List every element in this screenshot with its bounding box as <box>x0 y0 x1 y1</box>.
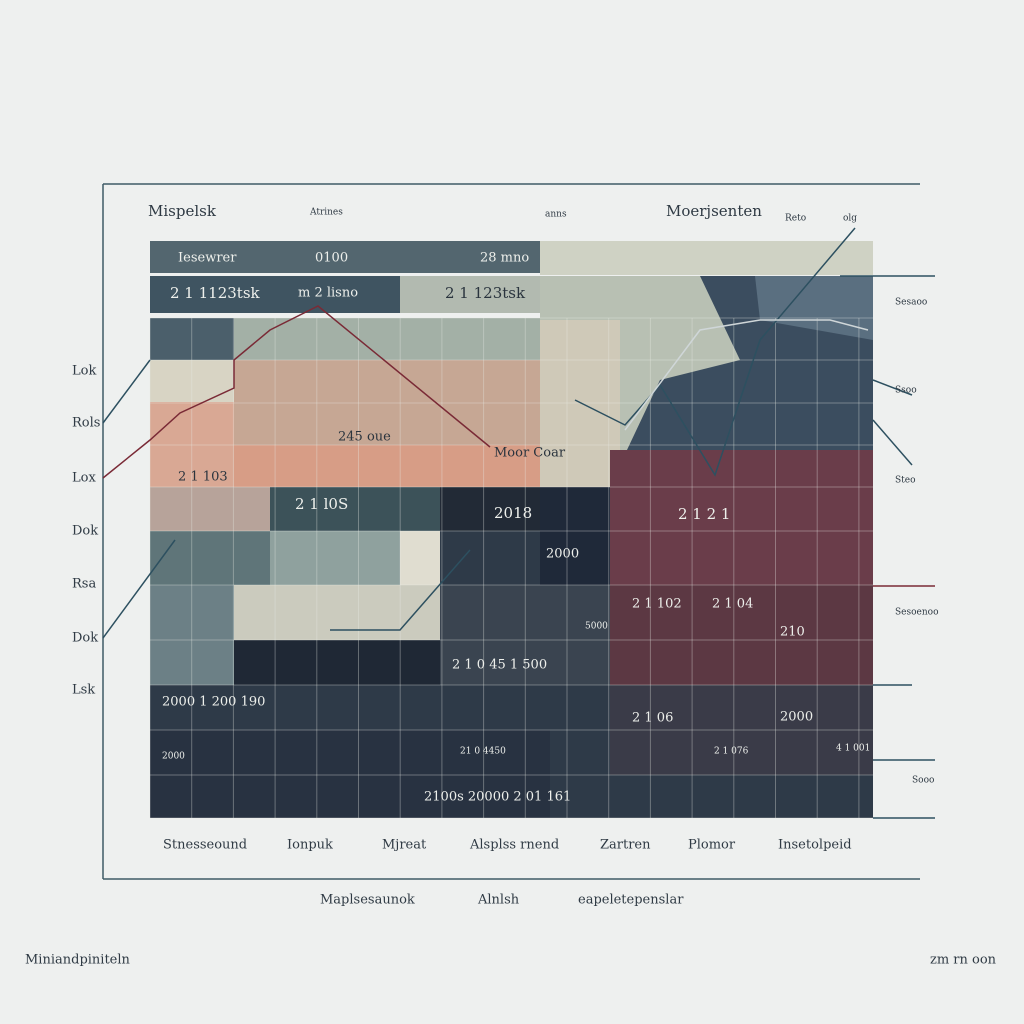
cell-text: 2 1 123tsk <box>445 284 526 302</box>
footer-right: zm rn oon <box>930 953 997 968</box>
cell-text: 2 1 1123tsk <box>170 284 261 302</box>
cell-text: 245 oue <box>338 430 391 445</box>
column-label: Insetolpeid <box>778 838 852 853</box>
axis-label: eapeletepenslar <box>578 893 684 908</box>
frame <box>102 183 920 880</box>
column-label: Ionpuk <box>287 838 333 853</box>
cell-text: 28 mno <box>480 251 529 266</box>
axis-label: Alnlsh <box>477 893 520 908</box>
side-label: Sooo <box>912 776 934 786</box>
cell-text: 2018 <box>494 504 532 522</box>
cell-text: 2100s 20000 2 01 161 <box>424 790 571 805</box>
panel-blocks <box>150 241 873 818</box>
small-label: olg <box>843 214 857 224</box>
row-label: Rols <box>72 416 100 431</box>
cell-text: m 2 lisno <box>298 286 358 301</box>
cell-text: 2 1 06 <box>632 711 673 726</box>
cell-text: 2 1 102 <box>632 597 682 612</box>
cell-grid <box>149 317 873 819</box>
row-label: Lox <box>72 471 96 486</box>
small-label: anns <box>545 210 567 220</box>
column-label: Alsplss rnend <box>469 838 559 853</box>
cell-text: 2 1 076 <box>714 747 749 757</box>
row-label: Lok <box>72 364 96 379</box>
cell-text: 2 1 l0S <box>295 495 348 513</box>
subtitle: Atrines <box>309 208 343 218</box>
title: Mispelsk <box>148 202 217 220</box>
cell-text: 2 1 04 <box>712 597 753 612</box>
side-label: Sesaoo <box>895 298 927 308</box>
cell-text: 21 0 4450 <box>460 747 506 757</box>
cell-text: 210 <box>780 625 805 640</box>
cell-text: 0100 <box>315 251 348 266</box>
texts: Mispelsk Atrines anns Reto olg Moerjsent… <box>25 202 997 968</box>
cell-text: 2 1 0 45 1 500 <box>452 658 547 673</box>
cell-text: 5000 <box>585 622 608 632</box>
side-label: Steo <box>895 476 916 486</box>
small-label: Reto <box>785 214 806 224</box>
axis-label: Maplsesaunok <box>320 893 415 908</box>
row-label: Lsk <box>72 683 95 698</box>
cell-text: 2000 <box>162 752 185 762</box>
row-label: Rsa <box>72 577 96 592</box>
column-label: Zartren <box>600 838 651 853</box>
cell-text: 2 1 2 1 <box>678 505 730 523</box>
right-title: Moerjsenten <box>666 202 762 220</box>
cell-text: 4 1 001 <box>836 744 870 754</box>
cell-text: Moor Coar <box>494 446 566 461</box>
cell-text: 2000 1 200 190 <box>162 695 265 710</box>
cell-text: 2 1 103 <box>178 470 228 485</box>
cell-text: Iesewrer <box>178 251 237 266</box>
side-label: Ssoo <box>895 386 917 396</box>
column-label: Stnesseound <box>163 838 247 853</box>
trend-lines <box>102 227 935 819</box>
cell-text: 2000 <box>546 547 579 562</box>
row-label: Dok <box>72 524 98 539</box>
side-label: Sesoenoo <box>895 608 939 618</box>
column-label: Plomor <box>688 838 736 853</box>
column-label: Mjreat <box>382 838 427 853</box>
footer-left: Miniandpiniteln <box>25 953 131 968</box>
cell-text: 2000 <box>780 710 813 725</box>
row-label: Dok <box>72 631 98 646</box>
